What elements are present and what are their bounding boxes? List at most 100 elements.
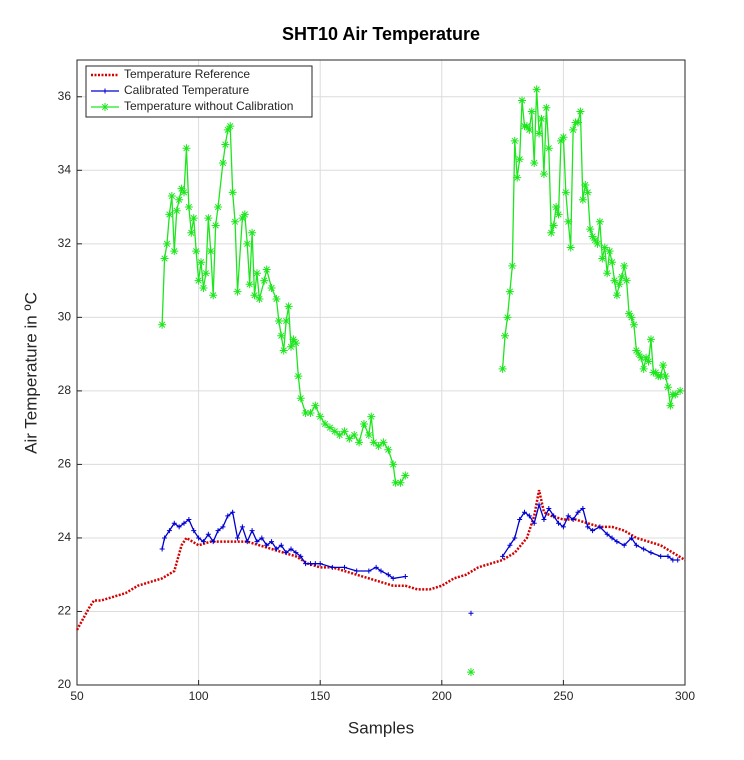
marker	[325, 423, 334, 432]
marker	[252, 269, 261, 278]
marker	[639, 364, 648, 373]
marker	[282, 317, 291, 326]
marker	[298, 553, 304, 559]
marker	[608, 258, 617, 267]
marker	[262, 265, 271, 274]
x-tick-label: 100	[189, 689, 209, 703]
marker	[501, 331, 510, 340]
marker	[676, 386, 685, 395]
marker	[186, 517, 192, 523]
marker	[172, 206, 181, 215]
marker	[239, 524, 245, 530]
marker	[622, 276, 631, 285]
marker	[170, 247, 179, 256]
marker	[642, 353, 651, 362]
marker	[583, 188, 592, 197]
marker	[621, 542, 627, 548]
marker	[182, 144, 191, 153]
marker	[595, 217, 604, 226]
marker	[580, 506, 586, 512]
marker	[651, 368, 660, 377]
marker	[287, 342, 296, 351]
marker	[260, 276, 269, 285]
marker	[633, 542, 639, 548]
marker	[627, 313, 636, 322]
marker	[245, 280, 254, 289]
marker	[513, 173, 522, 182]
marker	[102, 88, 108, 94]
marker	[175, 195, 184, 204]
marker	[390, 575, 396, 581]
marker	[231, 217, 240, 226]
x-tick-label: 50	[70, 689, 84, 703]
marker	[230, 509, 236, 515]
marker	[199, 283, 208, 292]
legend-box	[85, 65, 313, 118]
marker	[311, 401, 320, 410]
marker	[197, 258, 206, 267]
marker	[366, 568, 372, 574]
y-axis-label: Air Temperature in ºC	[21, 292, 40, 454]
marker	[301, 408, 310, 417]
marker	[354, 568, 360, 574]
marker	[561, 188, 570, 197]
marker	[272, 294, 281, 303]
marker	[396, 478, 405, 487]
marker	[610, 276, 619, 285]
marker	[233, 287, 242, 296]
marker	[644, 357, 653, 366]
marker	[671, 390, 680, 399]
marker	[614, 539, 620, 545]
marker	[177, 184, 186, 193]
marker	[201, 269, 210, 278]
marker	[628, 535, 634, 541]
marker	[228, 188, 237, 197]
marker	[238, 214, 247, 223]
marker	[329, 564, 335, 570]
marker	[215, 528, 221, 534]
marker	[551, 513, 557, 519]
marker	[248, 228, 257, 237]
plot-frame	[76, 59, 686, 686]
y-tick-label: 20	[58, 677, 72, 691]
marker	[254, 539, 260, 545]
legend-label: Temperature without Calibration	[124, 99, 293, 113]
marker	[191, 528, 197, 534]
marker	[162, 239, 171, 248]
marker	[274, 317, 283, 326]
marker	[541, 517, 547, 523]
marker	[625, 309, 634, 318]
marker	[609, 535, 615, 541]
marker	[255, 294, 264, 303]
marker	[384, 445, 393, 454]
marker	[597, 524, 603, 530]
marker	[269, 539, 275, 545]
marker	[532, 85, 541, 94]
marker	[527, 107, 536, 116]
marker	[279, 346, 288, 355]
marker	[661, 372, 670, 381]
marker	[249, 528, 255, 534]
marker	[556, 136, 565, 145]
marker	[663, 383, 672, 392]
marker	[637, 353, 646, 362]
marker	[391, 478, 400, 487]
marker	[605, 247, 614, 256]
marker	[283, 550, 289, 556]
marker	[510, 136, 519, 145]
marker	[259, 535, 265, 541]
marker	[542, 103, 551, 112]
x-tick-label: 200	[432, 689, 452, 703]
marker	[181, 520, 187, 526]
marker	[546, 506, 552, 512]
marker	[373, 564, 379, 570]
marker	[350, 431, 359, 439]
marker	[355, 438, 364, 447]
marker	[559, 133, 568, 142]
marker	[564, 217, 573, 226]
marker	[218, 158, 227, 167]
marker	[604, 531, 610, 537]
marker	[402, 574, 408, 580]
marker	[192, 247, 201, 256]
